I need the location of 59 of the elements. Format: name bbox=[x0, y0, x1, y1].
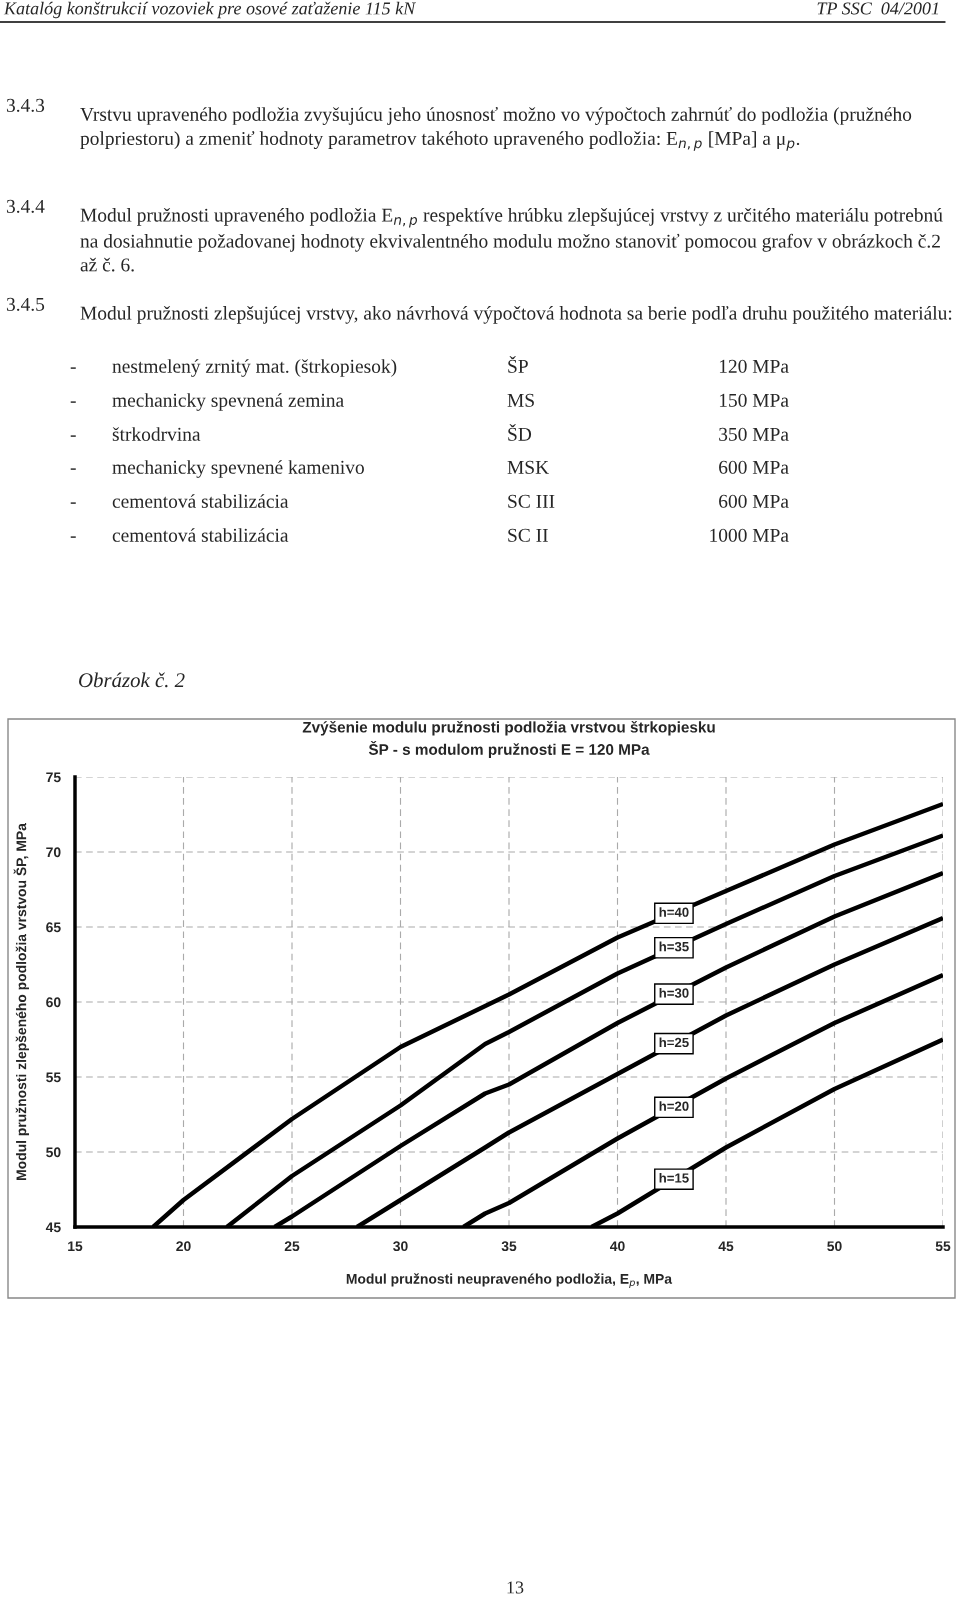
text: SC II bbox=[508, 528, 548, 542]
text: Modul pružnosti zlepšujúcej vrstvy, ako návrhová výpočtová hodnota sa berie podľa druhu použitého materiálu: bbox=[80, 306, 952, 324]
text: Vrstvu upraveného podložia zvyšujúcu jeho únosnosť možno vo výpočtoch zahrnúť do podložia (pružného polpriestoru) a zmeniť hodnoty parametrov takéhoto upraveného podložia: E$_{n,p}$ [MPa] a μ$_{p}$. bbox=[80, 107, 912, 151]
text: - bbox=[70, 435, 76, 437]
y-tick-label: 60 bbox=[46, 997, 61, 1008]
text: MSK bbox=[507, 460, 549, 474]
series-label: h=40 bbox=[659, 907, 689, 917]
text: ŠD bbox=[508, 424, 532, 441]
x-tick-label: 45 bbox=[718, 1241, 734, 1252]
x-tick-label: 15 bbox=[68, 1241, 83, 1252]
text: 13 bbox=[507, 1581, 524, 1594]
x-tick-label: 35 bbox=[501, 1241, 517, 1252]
x-tick-label: 40 bbox=[609, 1241, 625, 1252]
text: štrkodrvina bbox=[112, 427, 201, 441]
text: mechanicky spevnená zemina bbox=[112, 393, 344, 411]
y-tick-label: 70 bbox=[46, 847, 61, 858]
x-axis-title: Modul pružnosti neupraveného podložia, E$_{p}$, MPa bbox=[346, 1273, 673, 1288]
y-tick-label: 75 bbox=[46, 772, 61, 783]
text: 600 MPa bbox=[719, 460, 789, 474]
y-axis-title: Modul pružnosti zlepšeného podložia vrstvou ŠP, MPa bbox=[13, 822, 29, 1180]
text: - bbox=[70, 536, 76, 538]
text: nestmelený zrnitý mat. (štrkopiesok) bbox=[112, 359, 397, 377]
x-tick-label: 55 bbox=[935, 1241, 951, 1252]
text: Obrázok č. 2 bbox=[79, 672, 185, 688]
text: 1000 MPa bbox=[710, 528, 789, 542]
text: - bbox=[70, 502, 76, 504]
y-tick-label: 45 bbox=[45, 1222, 61, 1233]
text: cementová stabilizácia bbox=[112, 494, 289, 508]
text: cementová stabilizácia bbox=[112, 528, 289, 542]
y-tick-label: 65 bbox=[46, 922, 61, 933]
text: 150 MPa bbox=[719, 393, 789, 407]
chart-title: Zvýšenie modulu pružnosti podložia vrstvou štrkopiesku ŠP - s modulom pružnosti E = 120 MPa bbox=[302, 721, 715, 758]
y-tick-label: 55 bbox=[46, 1072, 61, 1083]
text: TP SSC 04/2001 bbox=[817, 2, 939, 15]
text: 3.4.5 bbox=[6, 297, 45, 311]
text: SC III bbox=[508, 494, 555, 508]
text: MS bbox=[507, 393, 534, 407]
text: - bbox=[70, 367, 76, 369]
text: 3.4.3 bbox=[6, 98, 45, 112]
text: Katalóg konštrukcií vozoviek pre osové zaťaženie 115 kN bbox=[3, 1, 417, 19]
text: 350 MPa bbox=[719, 427, 789, 441]
series-label: h=25 bbox=[659, 1037, 689, 1048]
text: - bbox=[70, 468, 76, 470]
text: - bbox=[70, 401, 76, 403]
text: ŠP bbox=[508, 356, 528, 373]
text: 600 MPa bbox=[719, 494, 789, 508]
text: 120 MPa bbox=[719, 359, 789, 373]
series-label: h=35 bbox=[659, 941, 689, 952]
text: Modul pružnosti upraveného podložia E$_{n,p}$ respektíve hrúbku zlepšujúcej vrstvy z určitého materiálu potrebnú na dosiahnutie požadovanej hodnoty ekvivalentného modulu možno stanoviť pomocou grafov v obrázkoch č.2 až č. 6. bbox=[80, 208, 943, 272]
text: mechanicky spevnené kamenivo bbox=[112, 460, 364, 478]
x-tick-label: 30 bbox=[393, 1241, 408, 1252]
series-label: h=30 bbox=[659, 987, 689, 998]
series-label: h=15 bbox=[659, 1173, 689, 1183]
x-tick-label: 20 bbox=[176, 1241, 191, 1252]
x-tick-label: 50 bbox=[827, 1241, 842, 1252]
y-tick-label: 50 bbox=[46, 1147, 61, 1158]
text: 3.4.4 bbox=[6, 199, 45, 213]
x-tick-label: 25 bbox=[284, 1241, 300, 1252]
series-label: h=20 bbox=[659, 1101, 689, 1111]
